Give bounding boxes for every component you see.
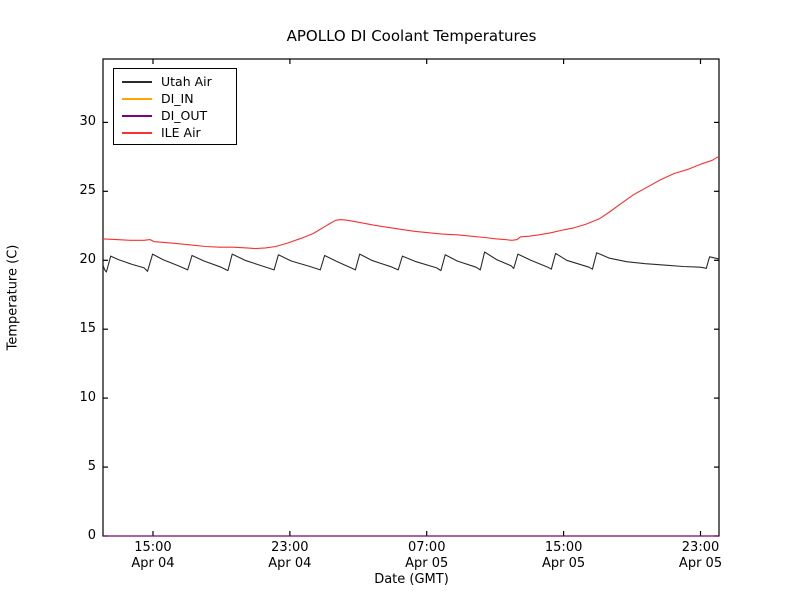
y-tick-label: 0 <box>87 528 96 543</box>
x-tick-date: Apr 04 <box>268 556 312 571</box>
x-tick-time: 15:00 <box>544 540 583 555</box>
x-tick-time: 15:00 <box>134 540 172 555</box>
di-out-line-swatch <box>122 114 152 117</box>
y-tick-label: 15 <box>79 321 96 337</box>
x-tick-time: 23:00 <box>681 540 720 555</box>
x-tick-label: 23:00 Apr 05 <box>661 540 741 572</box>
series-line-utah-air <box>102 251 720 273</box>
x-tick-label: 15:00 Apr 05 <box>524 540 604 572</box>
legend-entry-di-out: DI_OUT <box>114 107 236 124</box>
series-line-ile-air <box>102 155 720 250</box>
chart-title: APOLLO DI Coolant Temperatures <box>286 27 537 45</box>
legend-box: Utah Air DI_IN DI_OUT ILE Air <box>113 68 237 145</box>
utah-air-line-swatch <box>122 80 152 83</box>
y-tick-label: 20 <box>79 252 96 268</box>
x-tick-label: 15:00 Apr 04 <box>113 540 193 572</box>
legend-label: ILE Air <box>161 125 201 140</box>
x-tick-time: 23:00 <box>271 540 309 555</box>
x-tick-date: Apr 05 <box>542 556 586 571</box>
y-tick-label: 10 <box>79 390 96 406</box>
y-axis-label: Temperature (C) <box>5 244 21 351</box>
x-axis-label: Date (GMT) <box>374 572 449 587</box>
x-tick-date: Apr 04 <box>131 556 175 571</box>
ile-air-line-swatch <box>122 131 152 134</box>
y-tick-label: 5 <box>87 459 96 475</box>
legend-label: DI_OUT <box>161 108 208 123</box>
di-in-line-swatch <box>122 97 152 100</box>
x-tick-date: Apr 05 <box>405 556 449 571</box>
y-tick-label: 30 <box>79 114 96 130</box>
x-tick-date: Apr 05 <box>678 556 723 571</box>
legend-entry-di-in: DI_IN <box>114 90 236 107</box>
legend-label: DI_IN <box>161 91 194 106</box>
legend-entry-ile-air: ILE Air <box>114 124 236 141</box>
legend-entry-utah-air: Utah Air <box>114 73 236 90</box>
y-tick-label: 25 <box>79 183 96 199</box>
legend-label: Utah Air <box>161 74 212 89</box>
x-tick-label: 23:00 Apr 04 <box>250 540 330 572</box>
x-tick-label: 07:00 Apr 05 <box>387 540 467 572</box>
x-tick-time: 07:00 <box>408 540 446 555</box>
